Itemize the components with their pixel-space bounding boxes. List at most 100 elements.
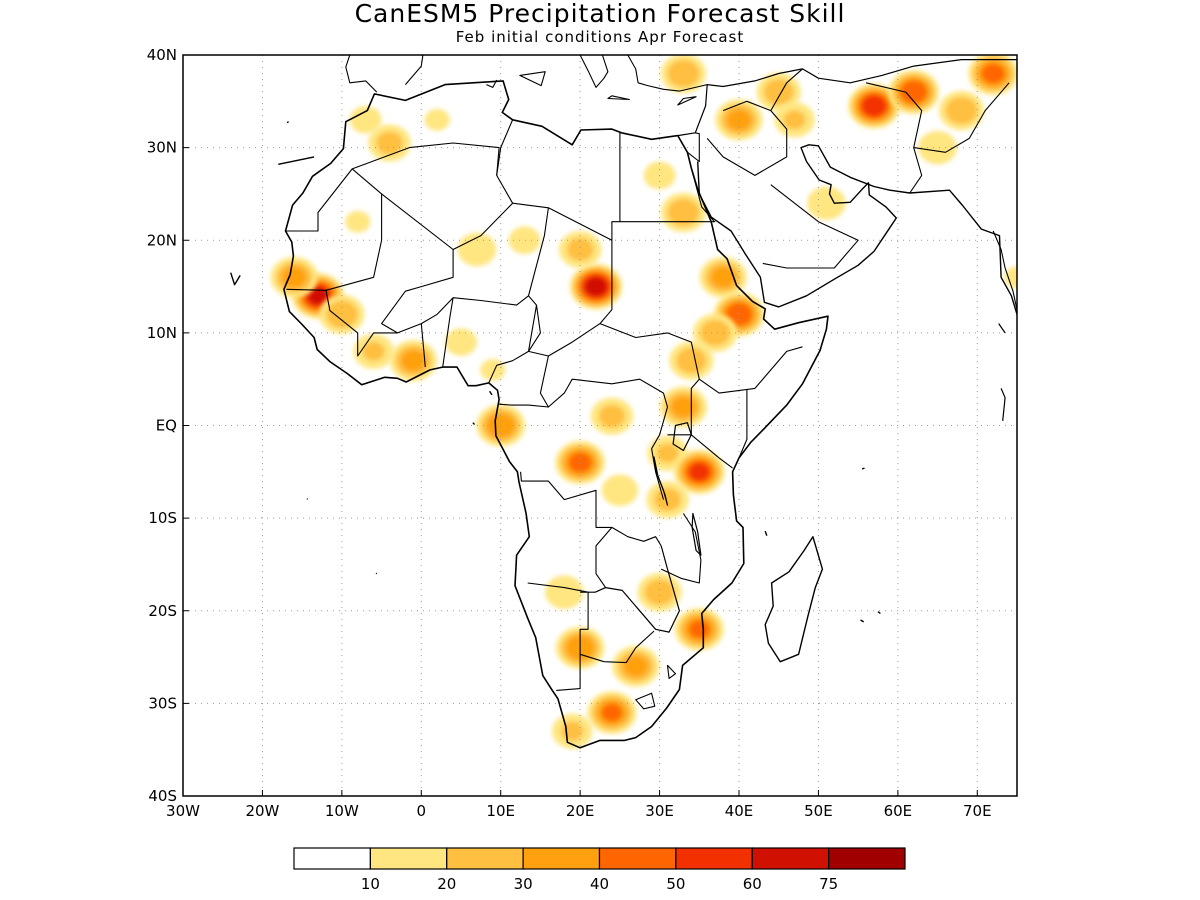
x-tick-label: 0	[417, 802, 427, 820]
sicily	[519, 71, 546, 87]
skill-contour	[700, 319, 731, 346]
skill-contour	[689, 463, 710, 481]
st-helena	[375, 572, 378, 575]
colorbar-label: 40	[590, 875, 609, 893]
skill-contour	[601, 703, 623, 722]
x-tick-label: 40E	[725, 802, 754, 820]
skill-blob	[646, 481, 689, 519]
drc-south-border	[520, 471, 662, 547]
skill-blob	[938, 90, 984, 131]
skill-contour	[308, 287, 328, 305]
y-tick-label: 40N	[147, 46, 177, 64]
skill-blob	[674, 607, 724, 651]
colorbar-label: 30	[514, 875, 533, 893]
skill-blob	[659, 386, 707, 428]
nigeria-west-border	[442, 297, 454, 368]
sinai-border	[687, 132, 700, 163]
angola-zambia-border	[595, 527, 613, 588]
skill-contour	[282, 266, 307, 288]
eswatini-border	[666, 664, 677, 679]
skill-blob	[353, 333, 394, 369]
uganda-kenya-border	[690, 378, 700, 435]
skill-blob	[807, 186, 846, 220]
skill-contour	[763, 79, 794, 106]
colorbar-swatch	[369, 847, 448, 870]
x-tick-label: 30E	[645, 802, 674, 820]
iran-border	[770, 68, 803, 111]
skill-contour	[807, 186, 846, 220]
lake-malawi	[691, 512, 702, 556]
y-tick-label: 20N	[147, 231, 177, 249]
skill-contour	[508, 226, 541, 255]
skill-contour	[424, 108, 450, 131]
sahel-borders	[381, 249, 529, 334]
skill-contour	[486, 413, 515, 438]
lesotho-border	[635, 692, 656, 710]
sudan-ethiopia-border	[599, 240, 803, 394]
colorbar-label: 75	[819, 875, 838, 893]
coastlines-and-borders	[230, 55, 1017, 749]
skill-contour	[654, 488, 681, 512]
skill-blob	[669, 341, 714, 380]
skill-contour	[480, 359, 506, 381]
colorbar-swatch	[522, 847, 601, 870]
skill-blob	[637, 572, 682, 612]
map-subtitle: Feb initial conditions Apr Forecast	[455, 28, 745, 46]
colorbar-label: 50	[666, 875, 685, 893]
skill-blob	[888, 70, 940, 115]
colorbar-swatch	[751, 847, 830, 870]
comoros	[764, 530, 768, 536]
skill-blob	[445, 328, 477, 356]
botswana-south-border	[579, 630, 655, 664]
skill-blob	[699, 256, 747, 298]
algeria-border	[352, 142, 514, 251]
skill-blob	[968, 55, 1017, 96]
guinea-borders	[325, 290, 398, 357]
skill-blob	[1004, 266, 1017, 289]
cameroon-south-border	[499, 403, 549, 408]
skill-blob	[569, 263, 623, 310]
skill-blob	[774, 102, 815, 138]
skill-blob	[480, 359, 506, 381]
skill-contour	[671, 396, 696, 418]
gridlines	[183, 55, 1017, 796]
skill-blob	[660, 55, 706, 94]
skill-blob	[508, 226, 541, 255]
map-title: CanESM5 Precipitation Forecast Skill	[354, 0, 846, 28]
x-tick-label: 10E	[486, 802, 515, 820]
tunisia-border	[496, 119, 514, 176]
x-tick-label: 30W	[166, 802, 200, 820]
libya-border	[512, 132, 621, 241]
skill-contour	[676, 347, 707, 374]
skill-contour	[376, 131, 403, 155]
seychelles	[861, 467, 865, 470]
skill-contour	[325, 300, 358, 329]
skill-contour	[1004, 266, 1017, 289]
skill-contour	[545, 575, 584, 609]
y-axis-ticks: 40N 30N 20N 10N EQ 10S 20S 30S 40S	[147, 46, 189, 805]
anatolia-coast	[627, 55, 708, 92]
skill-blob	[270, 256, 318, 298]
middle-east-borders	[706, 100, 788, 176]
skill-contour	[445, 328, 477, 356]
colorbar: 10 20 30 40 50 60 75	[293, 847, 906, 893]
colorbar-swatch	[828, 847, 906, 870]
cape-verde	[230, 272, 241, 286]
skill-contour	[726, 109, 752, 131]
madagascar-coastline	[764, 536, 824, 663]
cyprus	[677, 96, 697, 106]
skill-contour	[585, 277, 607, 296]
skill-blob	[424, 108, 450, 131]
asia-north	[677, 59, 1017, 137]
skill-contour	[623, 655, 648, 677]
skill-blob	[389, 340, 437, 382]
x-tick-label: 20W	[245, 802, 279, 820]
ghana-border	[420, 323, 426, 368]
x-tick-label: 60E	[884, 802, 913, 820]
nigeria-east-border	[488, 305, 538, 384]
lake-tanganyika	[653, 456, 669, 506]
pakistan-border	[913, 82, 1010, 153]
malawi-borders	[660, 513, 702, 584]
skill-contour	[862, 95, 887, 117]
